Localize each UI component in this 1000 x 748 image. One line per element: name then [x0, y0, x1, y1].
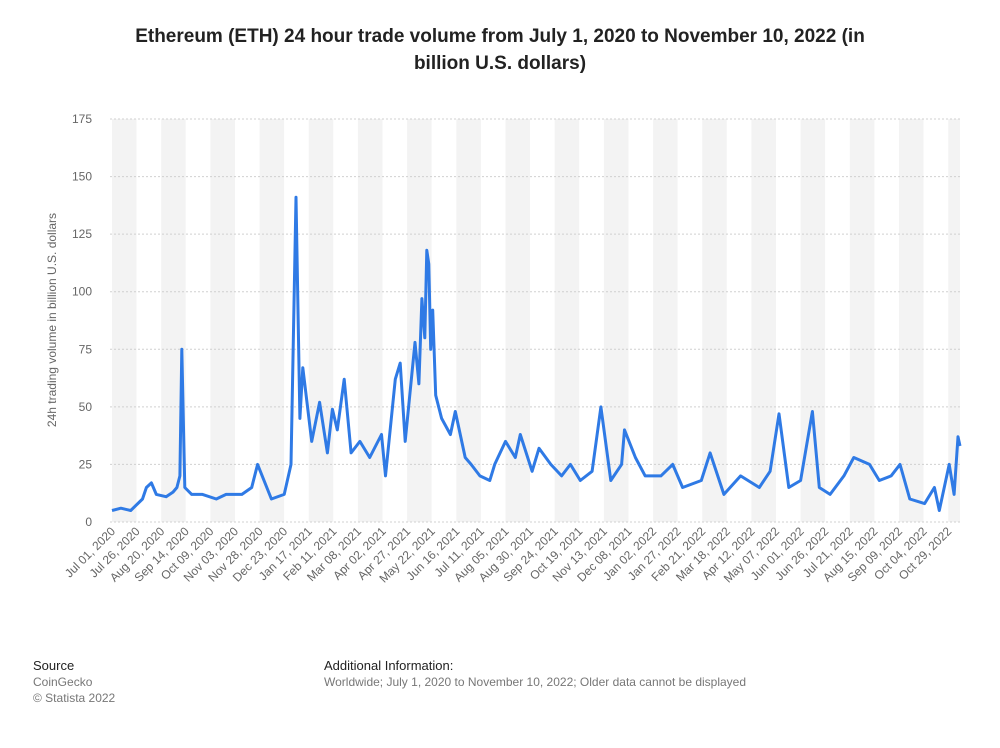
y-tick-label: 175: [72, 112, 92, 126]
band: [653, 119, 678, 522]
band: [357, 119, 383, 522]
source-label: Source: [33, 658, 74, 673]
plot-background: [112, 119, 960, 522]
band: [259, 119, 285, 522]
band: [899, 119, 924, 522]
source: CoinGecko: [33, 675, 93, 689]
band: [112, 119, 137, 522]
y-tick-label: 100: [72, 285, 92, 299]
band: [948, 119, 960, 522]
band: [456, 119, 481, 522]
band: [677, 119, 703, 522]
y-tick-label: 150: [72, 170, 92, 184]
band: [579, 119, 604, 522]
additional-info-label: Additional Information:: [324, 658, 453, 673]
band: [161, 119, 186, 522]
band: [505, 119, 531, 522]
band: [554, 119, 580, 522]
band: [407, 119, 432, 522]
y-tick-label: 125: [72, 227, 92, 241]
y-axis-label: 24h trading volume in billion U.S. dolla…: [45, 213, 59, 427]
additional-info: Worldwide; July 1, 2020 to November 10, …: [324, 675, 746, 689]
band: [628, 119, 654, 522]
band: [136, 119, 162, 522]
band: [480, 119, 506, 522]
y-tick-label: 0: [85, 515, 92, 529]
band: [726, 119, 752, 522]
copyright: © Statista 2022: [33, 691, 116, 705]
band: [234, 119, 260, 522]
band: [185, 119, 211, 522]
band: [702, 119, 727, 522]
band: [333, 119, 358, 522]
band: [923, 119, 949, 522]
band: [431, 119, 457, 522]
band: [825, 119, 850, 522]
band: [284, 119, 309, 522]
y-tick-label: 25: [79, 457, 93, 471]
band: [210, 119, 235, 522]
band: [776, 119, 801, 522]
y-tick-label: 50: [79, 400, 93, 414]
band: [874, 119, 900, 522]
band: [849, 119, 875, 522]
line: [111, 195, 962, 512]
y-tick-label: 75: [79, 342, 93, 356]
chart-title: Ethereum (ETH) 24 hour trade volume from…: [135, 26, 865, 74]
band: [308, 119, 334, 522]
